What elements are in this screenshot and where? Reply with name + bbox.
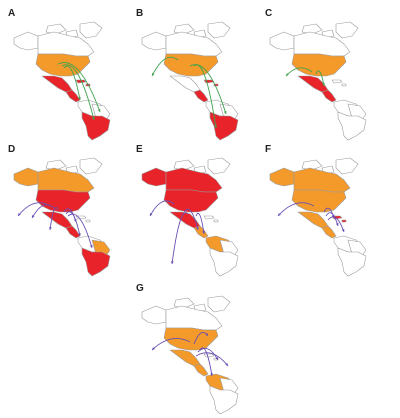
flow-arrow [171, 212, 189, 265]
region-central-america [193, 363, 209, 377]
panel-label-a: A [8, 8, 16, 19]
region-mexico [169, 349, 201, 367]
flow-arrowhead [215, 357, 218, 360]
flow-arrowhead [278, 213, 281, 216]
region-caribbean [331, 79, 347, 87]
panel-label-g: G [136, 283, 144, 294]
region-greenland [207, 21, 231, 39]
flow-arrowhead [78, 233, 81, 236]
flow-arrow [151, 56, 179, 77]
flow-arrowhead [202, 231, 205, 234]
flow-arrow [49, 207, 59, 231]
region-mexico [41, 75, 73, 93]
flow-arrowhead [341, 229, 345, 232]
region-south-america [337, 111, 367, 141]
region-alaska [13, 167, 39, 187]
flow-arrowhead [286, 73, 289, 76]
panel-label-f: F [265, 144, 272, 155]
region-mexico [169, 75, 201, 93]
map-panel-d [13, 157, 111, 277]
region-central-america [193, 89, 209, 103]
map-panel-b [141, 21, 239, 141]
panel-label-e: E [136, 144, 143, 155]
flow-arrowhead [225, 363, 228, 366]
region-greenland [335, 157, 359, 175]
flow-arrow [195, 212, 205, 235]
flow-arrowhead [92, 117, 95, 120]
flow-arrowhead [196, 227, 199, 230]
region-alaska [13, 31, 39, 51]
panel-label-d: D [8, 144, 16, 155]
flow-arrow [199, 347, 213, 377]
region-caribbean [75, 215, 91, 223]
region-alaska [269, 167, 295, 187]
region-united-states [291, 189, 347, 213]
flow-arrowhead [214, 125, 217, 128]
flow-arrow [277, 202, 315, 217]
map-panel-a [13, 21, 111, 141]
flow-arrow [31, 204, 55, 219]
flow-arrowhead [152, 347, 155, 350]
flow-arrow [149, 200, 175, 217]
region-greenland [79, 21, 103, 39]
region-south-america [81, 247, 111, 277]
region-south-america [209, 111, 239, 141]
flow-arrow [57, 62, 101, 113]
flow-arrow [197, 347, 219, 361]
flow-arrow [189, 64, 227, 115]
flow-arrow [327, 216, 345, 233]
flow-arrow [315, 70, 325, 87]
region-mexico [297, 211, 329, 229]
flow-arrow [183, 208, 199, 231]
map-panel-e [141, 157, 239, 277]
flow-arrow [61, 64, 95, 121]
flow-arrowhead [205, 333, 208, 336]
region-south-america [337, 247, 367, 277]
flow-arrow [151, 337, 191, 351]
flow-arrowhead [335, 223, 339, 226]
map-panel-c [269, 21, 367, 141]
flow-arrow [193, 64, 217, 129]
flow-arrowhead [89, 245, 93, 248]
region-united-states [163, 327, 219, 351]
flow-arrowhead [18, 213, 21, 216]
region-caribbean [203, 215, 219, 223]
region-greenland [335, 21, 359, 39]
flow-arrowhead [78, 97, 81, 100]
flow-arrowhead [322, 83, 325, 86]
flow-arrowhead [223, 111, 227, 114]
region-united-states [163, 189, 219, 213]
panel-label-b: B [136, 8, 144, 19]
region-greenland [207, 295, 231, 313]
flow-arrow [67, 213, 93, 249]
region-alaska [141, 305, 167, 325]
map-panel-g [141, 295, 239, 415]
flow-arrowhead [171, 261, 174, 264]
flow-arrow [285, 67, 313, 77]
panel-label-c: C [265, 8, 273, 19]
region-south-america [81, 111, 111, 141]
region-central-america [321, 89, 337, 103]
region-alaska [141, 31, 167, 51]
region-alaska [269, 31, 295, 51]
region-south-america [209, 247, 239, 277]
region-greenland [79, 157, 103, 175]
flow-arrow [63, 65, 81, 101]
flow-arrow [195, 352, 229, 367]
region-alaska [141, 167, 167, 187]
flow-arrowhead [210, 373, 213, 376]
map-panel-f [269, 157, 367, 277]
flow-arrowhead [49, 227, 52, 230]
flow-arrowhead [32, 215, 35, 218]
flow-arrowhead [151, 73, 155, 76]
flow-arrowhead [331, 215, 335, 218]
region-mexico [41, 211, 73, 229]
flow-arrowhead [97, 109, 101, 112]
flow-arrowhead [150, 213, 153, 216]
region-central-america [321, 225, 337, 239]
region-greenland [207, 157, 231, 175]
region-united-states [35, 189, 91, 213]
region-united-states [291, 53, 347, 77]
